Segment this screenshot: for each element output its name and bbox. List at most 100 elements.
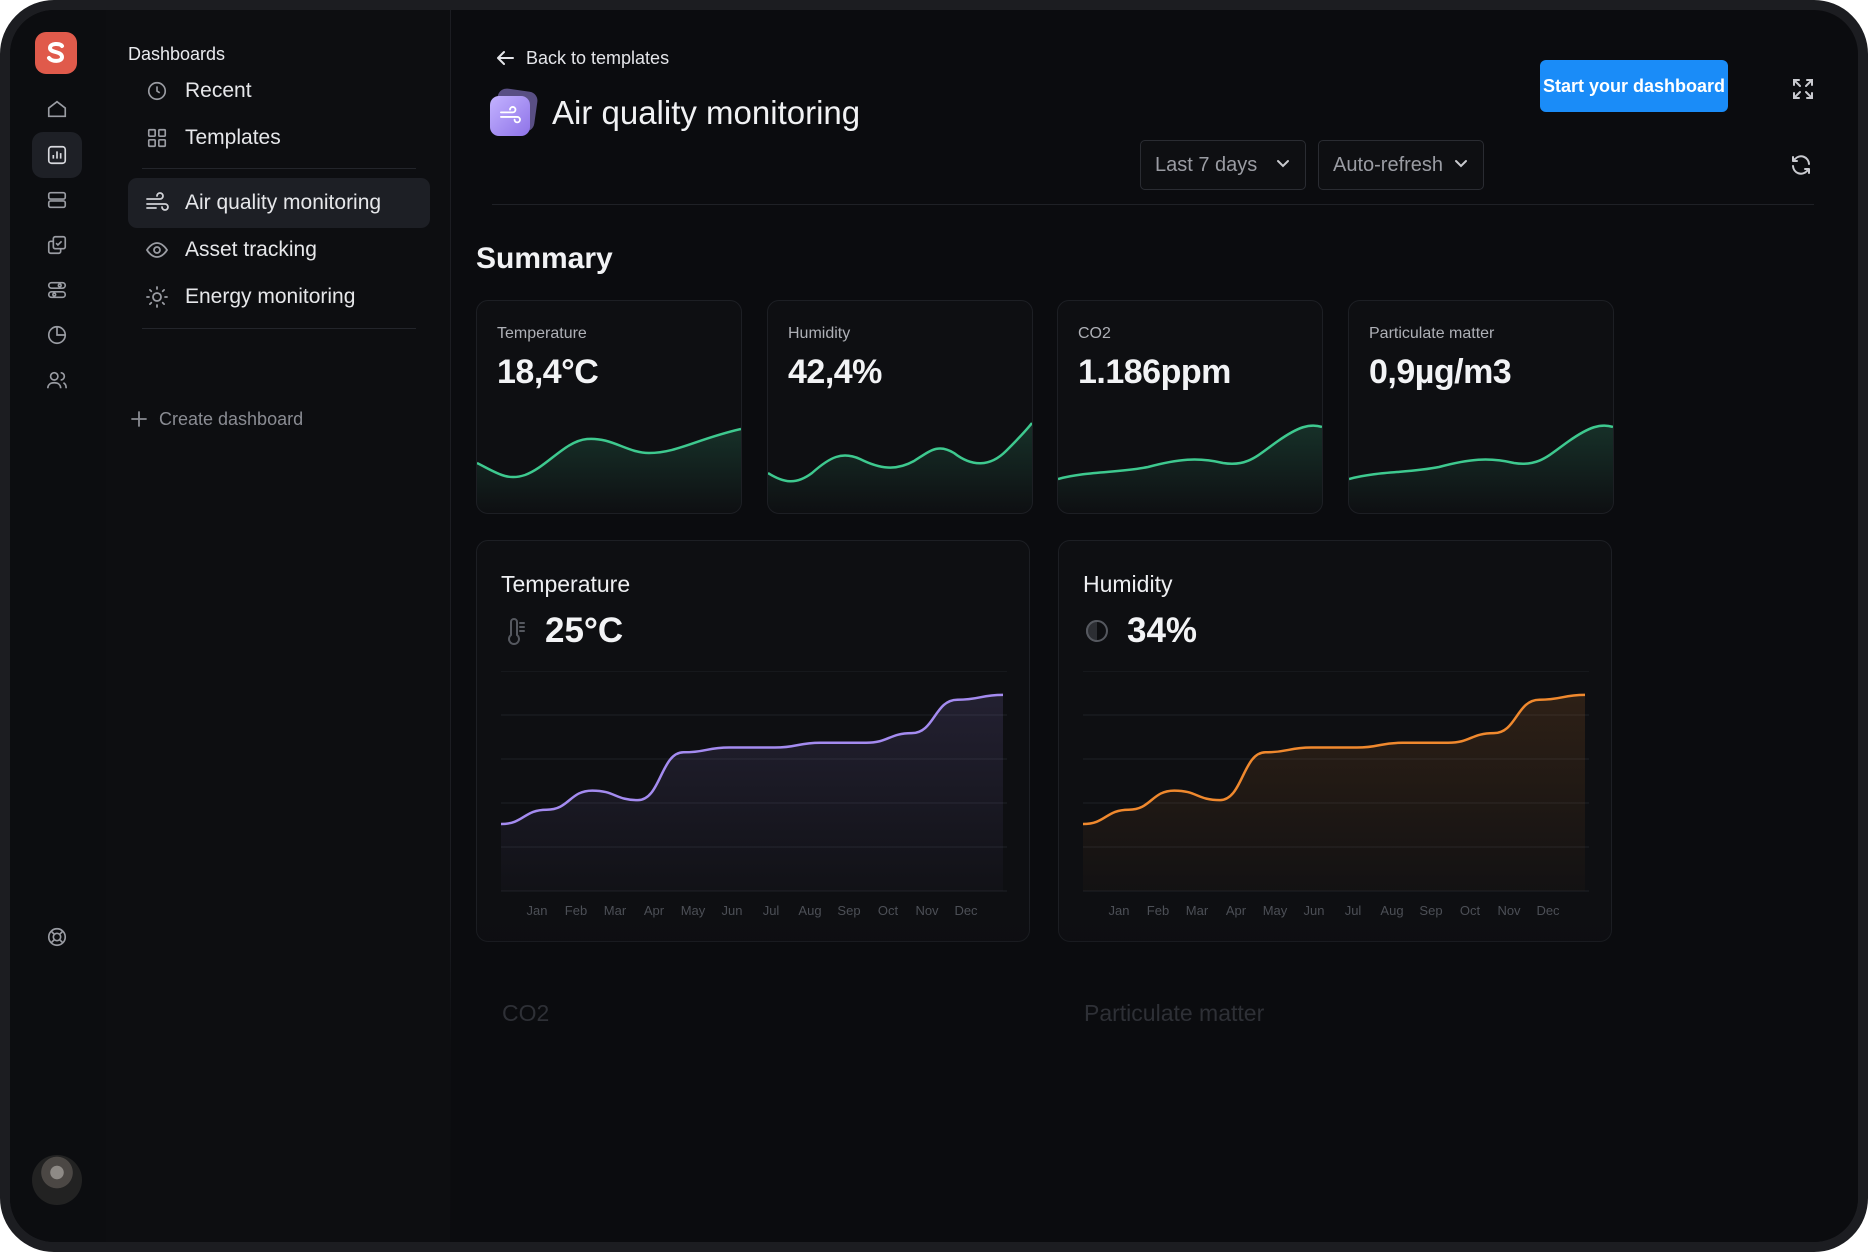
sidebar-item-energy-monitoring[interactable]: Energy monitoring — [128, 272, 430, 322]
divider — [142, 168, 416, 169]
sidebar-item-label: Air quality monitoring — [185, 191, 382, 214]
main-content: Back to templates Air quality monitoring… — [450, 10, 1858, 1242]
page-title: Air quality monitoring — [552, 94, 861, 131]
help-icon[interactable] — [32, 914, 82, 960]
summary-card-value: 0,9µg/m3 — [1369, 353, 1512, 391]
divider — [142, 328, 416, 329]
x-tick-label: Oct — [878, 903, 899, 918]
x-tick-label: Mar — [604, 903, 627, 918]
auto-refresh-select[interactable]: Auto-refresh — [1318, 140, 1484, 190]
x-tick-label: Nov — [1497, 903, 1521, 918]
panel-value: 34% — [1127, 611, 1198, 650]
create-dashboard-label: Create dashboard — [159, 408, 304, 429]
humidity-panel: Humidity 34% Jan Feb Mar Apr May Jun Jul Aug Sep… — [1058, 540, 1612, 942]
pie-chart-icon[interactable] — [32, 312, 82, 358]
summary-card-temperature[interactable]: Temperature 18,4°C — [476, 300, 742, 514]
back-label: Back to templates — [526, 47, 670, 68]
sparkline — [768, 422, 1032, 513]
x-tick-label: Sep — [1419, 903, 1442, 918]
avatar[interactable] — [32, 1155, 82, 1205]
temperature-chart: Jan Feb Mar Apr May Jun Jul Aug Sep Oct Nov Dec — [501, 671, 1007, 918]
eye-icon — [144, 237, 170, 263]
x-tick-label: Apr — [1226, 903, 1247, 918]
series-line — [501, 693, 1004, 826]
sparkline — [1058, 424, 1322, 513]
x-tick-label: Jul — [1345, 903, 1362, 918]
particulate-matter-panel-title: Particulate matter — [1084, 1000, 1265, 1026]
summary-card-humidity[interactable]: Humidity 42,4% — [767, 300, 1033, 514]
sidebar-item-label: Templates — [185, 126, 281, 149]
grid-icon — [144, 125, 170, 151]
home-icon[interactable] — [32, 86, 82, 132]
sidebar-item-air-quality[interactable]: Air quality monitoring — [128, 178, 430, 228]
summary-card-label: Temperature — [497, 325, 587, 342]
plus-icon — [128, 408, 150, 430]
sidebar-item-label: Energy monitoring — [185, 285, 356, 308]
divider — [492, 204, 1814, 205]
chevron-down-icon — [1453, 154, 1469, 177]
sidebar-item-label: Recent — [185, 79, 252, 102]
x-tick-label: Nov — [915, 903, 939, 918]
summary-card-label: CO2 — [1078, 325, 1111, 342]
components-icon[interactable] — [32, 267, 82, 313]
summary-card-co2[interactable]: CO2 1.186ppm — [1057, 300, 1323, 514]
x-tick-label: Jan — [527, 903, 548, 918]
chart-icon[interactable] — [32, 132, 82, 178]
x-tick-label: Aug — [798, 903, 821, 918]
x-tick-label: Jun — [1304, 903, 1325, 918]
back-link[interactable]: Back to templates — [494, 46, 669, 70]
x-tick-label: Feb — [565, 903, 587, 918]
database-icon[interactable] — [32, 177, 82, 223]
summary-title: Summary — [476, 242, 613, 275]
bottom-fade — [450, 910, 1858, 1242]
x-tick-label: Jun — [722, 903, 743, 918]
clock-icon — [144, 78, 170, 104]
temperature-panel: Temperature 25°C Jan Feb Mar Apr May Jun Jul Au… — [476, 540, 1030, 942]
sun-icon — [144, 284, 170, 310]
date-range-select[interactable]: Last 7 days — [1140, 140, 1306, 190]
arrow-left-icon — [494, 46, 518, 70]
start-dashboard-button[interactable]: Start your dashboard — [1540, 60, 1728, 112]
dashboards-sidebar: Dashboards Recent Templates Air quality … — [106, 10, 451, 1242]
sparkline — [1349, 424, 1613, 513]
summary-card-label: Particulate matter — [1369, 325, 1495, 342]
page-header: Air quality monitoring — [490, 87, 861, 136]
humidity-icon — [1083, 617, 1111, 645]
panel-title: Temperature — [501, 571, 631, 597]
thermometer-icon — [501, 617, 529, 645]
sidebar-item-templates[interactable]: Templates — [128, 113, 430, 163]
sidebar-item-recent[interactable]: Recent — [128, 66, 430, 116]
x-tick-label: Jan — [1109, 903, 1130, 918]
humidity-chart: Jan Feb Mar Apr May Jun Jul Aug Sep Oct Nov Dec — [1083, 671, 1589, 918]
x-tick-label: Feb — [1147, 903, 1169, 918]
expand-icon[interactable] — [1790, 76, 1816, 102]
summary-card-value: 42,4% — [788, 353, 882, 391]
auto-refresh-value: Auto-refresh — [1333, 153, 1444, 176]
x-tick-label: May — [1263, 903, 1288, 918]
x-tick-label: Apr — [644, 903, 665, 918]
template-icon — [490, 87, 539, 136]
create-dashboard-button[interactable]: Create dashboard — [128, 408, 303, 430]
panel-value: 25°C — [545, 611, 624, 650]
icon-rail — [10, 10, 107, 1242]
date-range-value: Last 7 days — [1155, 153, 1258, 176]
wind-icon — [144, 190, 170, 216]
users-icon[interactable] — [32, 357, 82, 403]
sidebar-title: Dashboards — [128, 44, 226, 64]
chevron-down-icon — [1275, 154, 1291, 177]
x-tick-label: Mar — [1186, 903, 1209, 918]
series-line — [1083, 693, 1586, 826]
summary-card-particulate-matter[interactable]: Particulate matter 0,9µg/m3 — [1348, 300, 1614, 514]
summary-card-value: 1.186ppm — [1078, 353, 1231, 391]
app-logo[interactable] — [35, 32, 77, 74]
series-area — [501, 694, 1003, 891]
summary-card-value: 18,4°C — [497, 353, 599, 391]
x-tick-label: Oct — [1460, 903, 1481, 918]
x-tick-label: Jul — [763, 903, 780, 918]
summary-card-label: Humidity — [788, 325, 851, 342]
copy-icon[interactable] — [32, 222, 82, 268]
refresh-icon[interactable] — [1787, 151, 1815, 179]
x-tick-label: May — [681, 903, 706, 918]
sidebar-item-asset-tracking[interactable]: Asset tracking — [128, 225, 430, 275]
